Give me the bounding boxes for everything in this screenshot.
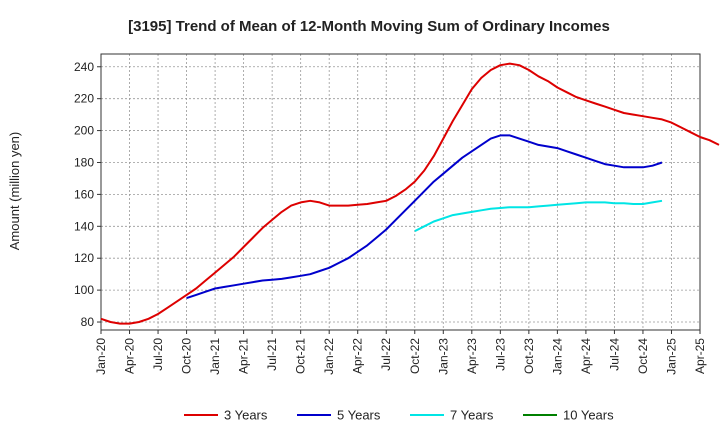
y-tick-label: 140 — [74, 219, 94, 233]
y-axis-label: Amount (million yen) — [7, 132, 22, 251]
x-tick-label: Apr-25 — [693, 338, 707, 374]
legend-label-7-years: 7 Years — [450, 408, 494, 423]
y-axis: 80 100 120 140 160 180 200 220 240 — [74, 60, 101, 329]
x-tick-label: Jul-24 — [607, 338, 621, 371]
x-tick-label: Apr-21 — [237, 338, 251, 374]
x-tick-label: Jan-23 — [436, 338, 450, 375]
y-tick-label: 160 — [74, 187, 94, 201]
x-tick-label: Jan-25 — [664, 338, 678, 375]
x-axis: Jan-20 Apr-20 Jul-20 Oct-20 Jan-21 Apr-21 Jul-… — [94, 330, 707, 375]
x-tick-label: Apr-22 — [351, 338, 365, 374]
y-tick-label: 240 — [74, 60, 94, 74]
legend-label-10-years: 10 Years — [563, 408, 614, 423]
x-tick-label: Apr-23 — [465, 338, 479, 374]
series-lines — [100, 62, 720, 325]
x-tick-label: Jan-20 — [94, 338, 108, 375]
series-line-3-years — [100, 62, 720, 325]
x-tick-label: Oct-22 — [408, 338, 422, 374]
x-tick-label: Jan-21 — [208, 338, 222, 375]
x-tick-label: Apr-20 — [123, 338, 137, 374]
series-line-7-years — [414, 199, 663, 232]
y-tick-label: 180 — [74, 155, 94, 169]
x-tick-label: Jan-24 — [550, 338, 564, 375]
legend-label-5-years: 5 Years — [337, 408, 381, 423]
x-tick-label: Jul-21 — [265, 338, 279, 371]
legend: 3 Years 5 Years 7 Years 10 Years — [184, 408, 614, 423]
x-tick-label: Oct-20 — [180, 338, 194, 374]
y-tick-label: 220 — [74, 92, 94, 106]
chart-title: [3195] Trend of Mean of 12-Month Moving … — [128, 18, 610, 35]
x-tick-label: Oct-23 — [522, 338, 536, 374]
series-line-5-years — [186, 134, 663, 300]
y-tick-label: 100 — [74, 283, 94, 297]
legend-label-3-years: 3 Years — [224, 408, 268, 423]
x-tick-label: Oct-24 — [636, 338, 650, 374]
y-tick-label: 80 — [81, 315, 95, 329]
x-tick-label: Jul-22 — [379, 338, 393, 371]
x-tick-label: Jul-23 — [493, 338, 507, 371]
y-tick-label: 200 — [74, 124, 94, 138]
plot-frame — [100, 53, 701, 331]
y-tick-label: 120 — [74, 251, 94, 265]
x-tick-label: Jan-22 — [322, 338, 336, 375]
x-tick-label: Oct-21 — [294, 338, 308, 374]
x-tick-label: Apr-24 — [579, 338, 593, 374]
x-tick-label: Jul-20 — [151, 338, 165, 371]
